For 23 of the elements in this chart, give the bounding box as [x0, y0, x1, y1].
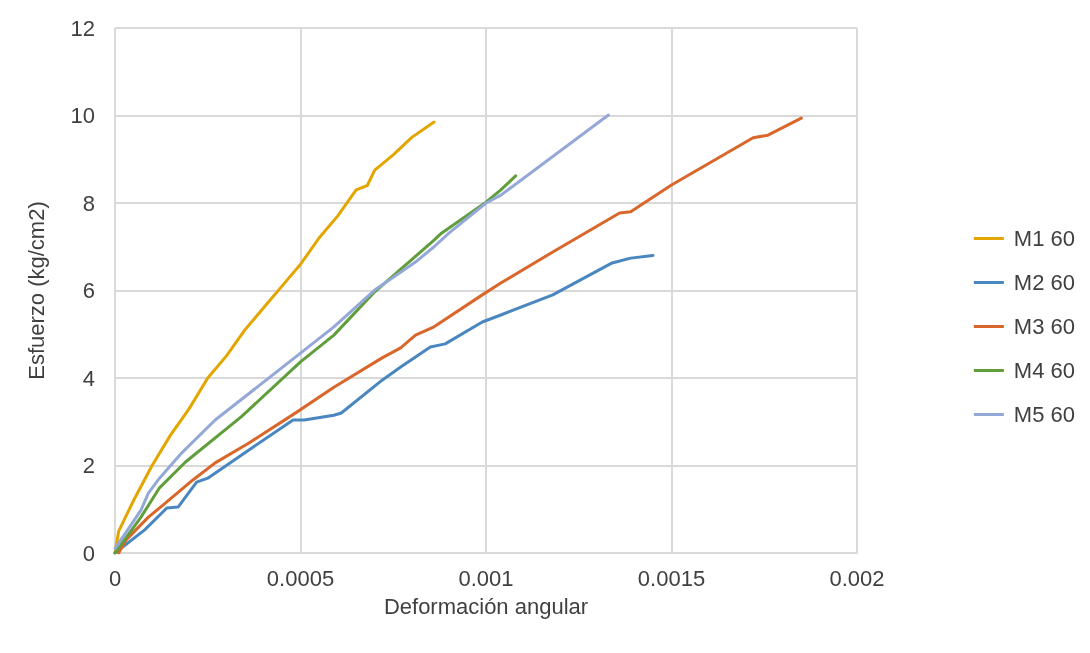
x-axis-title: Deformación angular [383, 593, 589, 619]
legend-label: M1 60 [1013, 226, 1076, 251]
legend-label: M3 60 [1013, 314, 1076, 339]
x-tick-label: 0.0015 [637, 565, 706, 591]
line-series [113, 174, 518, 555]
line-series [117, 116, 803, 555]
x-tick-label: 0.0005 [266, 565, 335, 591]
y-tick-label: 4 [82, 365, 95, 391]
y-tick-label: 6 [82, 278, 95, 303]
y-tick-label: 8 [82, 190, 95, 216]
legend-label: M4 60 [1013, 358, 1076, 383]
line-series [113, 113, 610, 551]
line-series [113, 254, 655, 555]
y-tick-label: 2 [82, 453, 95, 478]
y-tick-label: 12 [70, 15, 95, 41]
x-tick-label: 0.002 [829, 565, 885, 591]
legend-label: M5 60 [1013, 402, 1076, 427]
legend-label: M2 60 [1013, 270, 1076, 295]
y-tick-label: 0 [82, 540, 95, 566]
x-tick-label: 0 [108, 565, 122, 591]
x-tick-label: 0.001 [458, 565, 514, 591]
y-axis-title: Esfuerzo (kg/cm2) [23, 201, 49, 380]
y-tick-label: 10 [70, 103, 95, 128]
